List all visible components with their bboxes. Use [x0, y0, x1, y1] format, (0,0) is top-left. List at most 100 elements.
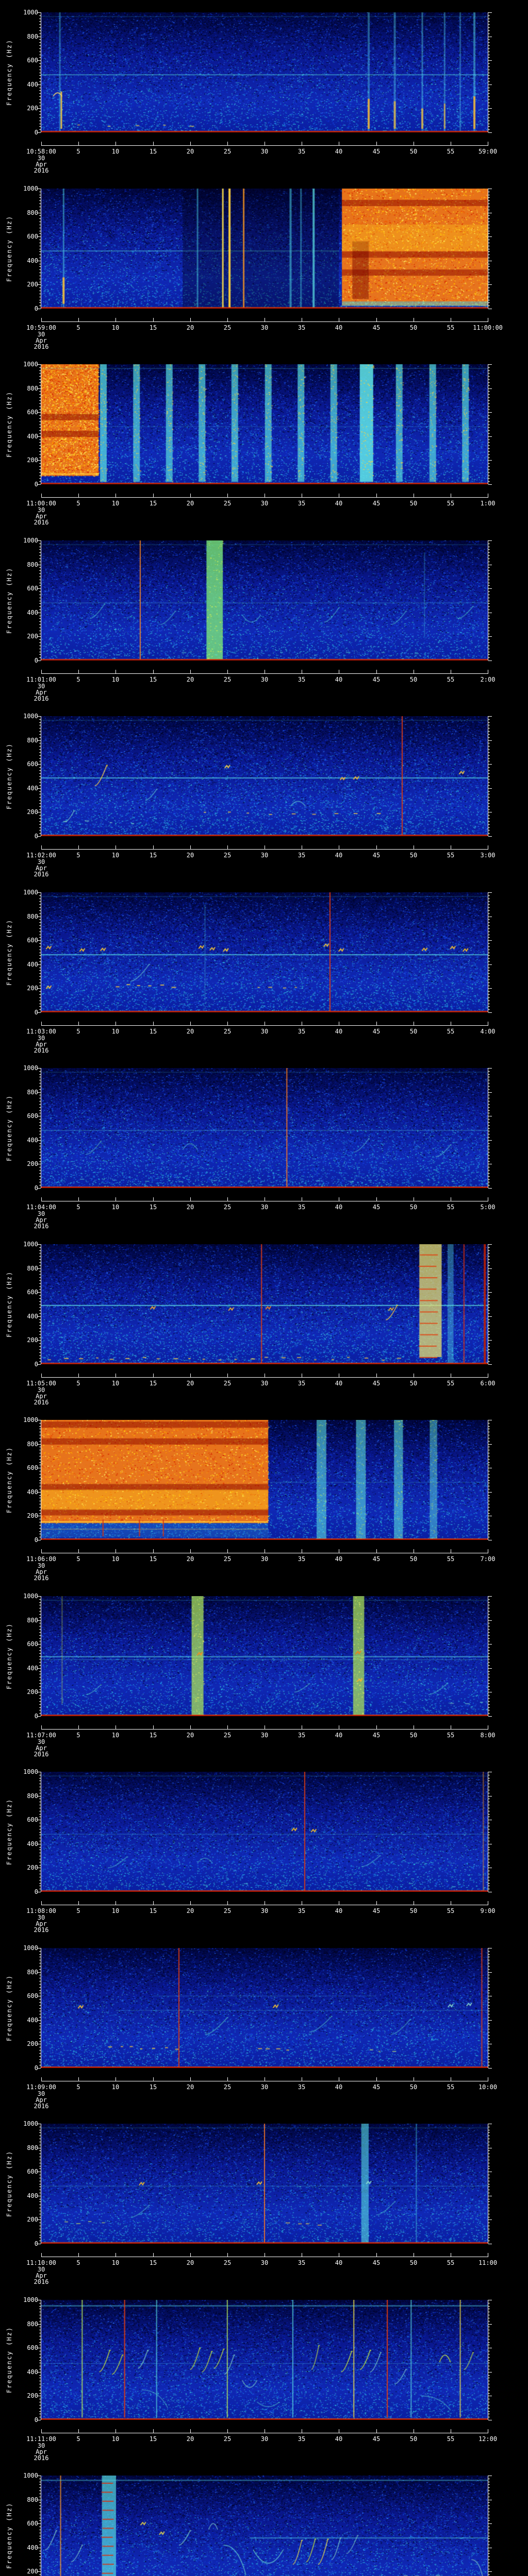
y-minor-tick-right: [488, 1170, 490, 1171]
x-tick-label: 5: [76, 324, 80, 331]
x-tick-label: 35: [298, 2259, 306, 2266]
y-minor-tick-left: [39, 1319, 41, 1320]
y-minor-tick-left: [39, 1984, 41, 1985]
y-minor-tick-left: [39, 1259, 41, 1260]
y-minor-tick-left: [39, 117, 41, 118]
y-tick-label: 0: [34, 1888, 38, 1895]
x-tick-label: 20: [186, 500, 194, 507]
y-major-tick-right: [488, 60, 492, 61]
y-minor-tick-right: [488, 1689, 490, 1690]
y-minor-tick-left: [39, 1495, 41, 1496]
x-tick-label: 30: [260, 1907, 269, 1914]
y-minor-tick-right: [488, 1319, 490, 1320]
y-major-tick-left: [37, 1292, 41, 1293]
y-tick-label: 600: [27, 1464, 38, 1472]
y-minor-tick-left: [39, 457, 41, 458]
x-tick-label: 45: [372, 500, 381, 507]
y-minor-tick-left: [39, 2150, 41, 2151]
x-tick-label: 40: [335, 1555, 343, 1563]
y-minor-tick-right: [488, 1617, 490, 1618]
y-minor-tick-left: [39, 1510, 41, 1511]
y-major-tick-left: [37, 1364, 41, 1365]
y-minor-tick-left: [39, 2505, 41, 2506]
x-tick-label: 30: [260, 2435, 269, 2443]
x-tick-label: 40: [335, 2435, 343, 2443]
y-minor-tick-right: [488, 1477, 490, 1478]
y-major-tick-right: [488, 12, 492, 13]
y-major-tick-left: [37, 1444, 41, 1445]
x-tick-label: 10: [111, 324, 120, 331]
y-minor-tick-right: [488, 1990, 490, 1991]
y-minor-tick-right: [488, 30, 490, 31]
x-start-time-label: 11:11:00: [26, 2435, 56, 2443]
y-minor-tick-left: [39, 1107, 41, 1108]
y-minor-tick-left: [39, 111, 41, 112]
y-minor-tick-right: [488, 895, 490, 896]
y-minor-tick-right: [488, 1846, 490, 1848]
y-major-tick-right: [488, 2523, 492, 2524]
y-minor-tick-left: [39, 409, 41, 410]
y-minor-tick-right: [488, 1343, 490, 1344]
y-tick-label: 600: [27, 1112, 38, 1120]
y-minor-tick-right: [488, 1137, 490, 1138]
y-tick-label: 400: [27, 1488, 38, 1496]
spectrogram-panel: Frequency (Hz) 11:01:00 2:00 0 200 400 600 8…: [0, 528, 528, 704]
y-minor-tick-right: [488, 2408, 490, 2409]
y-minor-tick-right: [488, 1426, 490, 1427]
y-major-tick-right: [488, 2020, 492, 2021]
x-tick-label: 5: [76, 500, 80, 507]
y-major-tick-left: [37, 540, 41, 541]
spectrogram-panel: Frequency (Hz) 11:09:00 10:00 0 200 400 600…: [0, 1936, 528, 2112]
x-tick-label: 35: [298, 1204, 306, 1211]
y-tick-label: 400: [27, 2544, 38, 2551]
y-minor-tick-right: [488, 409, 490, 410]
y-minor-tick-left: [39, 266, 41, 267]
date-label: 2016: [34, 695, 49, 702]
x-tick-label: 45: [372, 1555, 381, 1563]
y-minor-tick-right: [488, 1814, 490, 1815]
y-minor-tick-right: [488, 1638, 490, 1639]
x-start-time-label: 11:09:00: [26, 2083, 56, 2091]
x-axis-line: [41, 1377, 488, 1378]
x-tick-label: 25: [223, 1555, 232, 1563]
y-minor-tick-left: [39, 895, 41, 896]
y-tick-label: 600: [27, 409, 38, 416]
x-tick: [153, 1549, 154, 1553]
y-minor-tick-left: [39, 376, 41, 377]
y-minor-tick-left: [39, 1656, 41, 1657]
y-minor-tick-left: [39, 2306, 41, 2307]
x-tick-label: 55: [447, 2435, 455, 2443]
y-minor-tick-right: [488, 117, 490, 118]
y-minor-tick-right: [488, 1704, 490, 1705]
x-tick: [190, 2429, 191, 2433]
y-minor-tick-right: [488, 1176, 490, 1177]
y-axis-title: Frequency (Hz): [6, 1622, 13, 1690]
y-minor-tick-left: [39, 931, 41, 932]
y-minor-tick-left: [39, 1179, 41, 1180]
y-minor-tick-left: [39, 1617, 41, 1618]
y-minor-tick-left: [39, 1832, 41, 1833]
y-minor-tick-right: [488, 469, 490, 470]
y-minor-tick-right: [488, 1665, 490, 1666]
y-minor-tick-left: [39, 2338, 41, 2340]
x-tick-label: 5: [76, 1907, 80, 1914]
y-minor-tick-left: [39, 63, 41, 64]
y-minor-tick-left: [39, 1074, 41, 1075]
x-tick: [227, 2429, 228, 2433]
y-minor-tick-left: [39, 2411, 41, 2412]
y-minor-tick-right: [488, 2574, 490, 2575]
x-tick-label: 5: [76, 1028, 80, 1035]
y-minor-tick-right: [488, 385, 490, 386]
y-axis-title: Frequency (Hz): [6, 39, 13, 106]
y-minor-tick-right: [488, 1599, 490, 1600]
y-minor-tick-right: [488, 42, 490, 43]
y-minor-tick-right: [488, 955, 490, 956]
y-tick-label: 1000: [23, 537, 38, 544]
spectrogram-image: [41, 2300, 488, 2420]
y-minor-tick-left: [39, 2168, 41, 2170]
x-tick: [376, 845, 377, 849]
y-minor-tick-right: [488, 785, 490, 786]
x-tick: [190, 670, 191, 673]
x-tick-label: 10: [111, 2083, 120, 2091]
y-minor-tick-left: [39, 1650, 41, 1651]
